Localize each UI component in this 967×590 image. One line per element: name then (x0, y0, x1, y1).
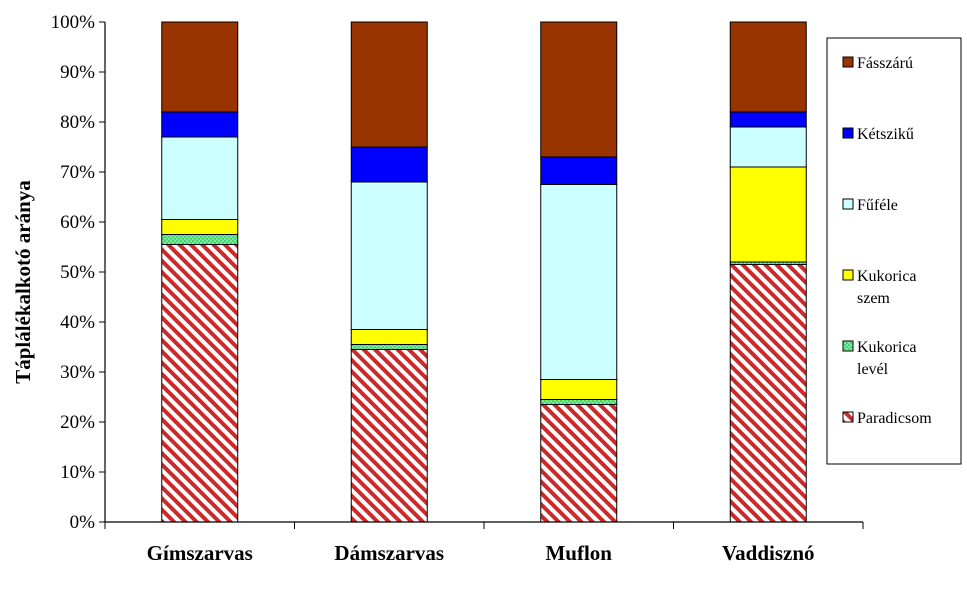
y-tick-label: 60% (60, 212, 95, 233)
legend-entry-label: Fásszárú (857, 55, 913, 72)
y-axis-ticks: 0% 10% 20% 30% 40% 50% 60% 70% 80% 90% 100% (51, 12, 105, 533)
bar-segment (540, 399, 618, 405)
bar-segment (729, 21, 807, 113)
y-axis-title: Táplálékalkotó aránya (11, 180, 35, 384)
y-tick-label: 70% (60, 162, 95, 183)
bar-segment (540, 156, 618, 185)
y-tick-label: 80% (60, 112, 95, 133)
legend-entry-label: Paradicsom (857, 410, 932, 427)
bar-segment (540, 21, 618, 158)
bar-segment (540, 404, 618, 523)
bar-segment (350, 344, 428, 350)
bar-segment (729, 264, 807, 523)
y-tick-label: 0% (70, 512, 96, 533)
axes (104, 22, 864, 529)
legend: Fásszárú Kétszikű Fűféle Kukorica szem Kukori… (826, 37, 962, 465)
legend-entry-label: Kukorica levél (857, 339, 917, 378)
y-tick-label: 40% (60, 312, 95, 333)
bar-segment (350, 349, 428, 523)
y-tick-label: 20% (60, 412, 95, 433)
legend-swatch (842, 340, 854, 352)
legend-swatch (842, 411, 854, 423)
bar-segment (161, 21, 239, 113)
bar-segment (161, 219, 239, 235)
y-tick-label: 10% (60, 462, 95, 483)
bar-segment (729, 166, 807, 263)
bar-segment (540, 379, 618, 400)
legend-entry-label: Fűféle (857, 197, 898, 214)
bar-segment (161, 234, 239, 245)
y-tick-label: 90% (60, 62, 95, 83)
y-tick-label: 100% (51, 12, 96, 33)
bar-segment (161, 244, 239, 523)
legend-entry-label: Kétszikű (857, 126, 914, 143)
x-category-label: Gímszarvas (147, 541, 253, 565)
x-category-label: Vaddisznó (722, 541, 815, 565)
bar-segment (161, 136, 239, 220)
legend-box (826, 37, 962, 465)
x-category-label: Dámszarvas (334, 541, 444, 565)
legend-swatch (842, 269, 854, 281)
bar-segment (350, 181, 428, 330)
bar-segment (350, 146, 428, 183)
x-category-label: Muflon (545, 541, 612, 565)
legend-swatch (842, 127, 854, 139)
bars-group (161, 21, 807, 523)
y-tick-label: 50% (60, 262, 95, 283)
bar-segment (350, 329, 428, 345)
x-axis-labels: Gímszarvas Dámszarvas Muflon Vaddisznó (147, 541, 815, 565)
y-tick-label: 30% (60, 362, 95, 383)
bar-segment (350, 21, 428, 148)
bar-segment (540, 184, 618, 380)
bar-segment (729, 126, 807, 168)
bar-segment (729, 111, 807, 128)
legend-swatch (842, 56, 854, 68)
bar-segment (161, 111, 239, 138)
legend-entry-label: Kukorica szem (857, 268, 917, 307)
legend-swatch (842, 198, 854, 210)
